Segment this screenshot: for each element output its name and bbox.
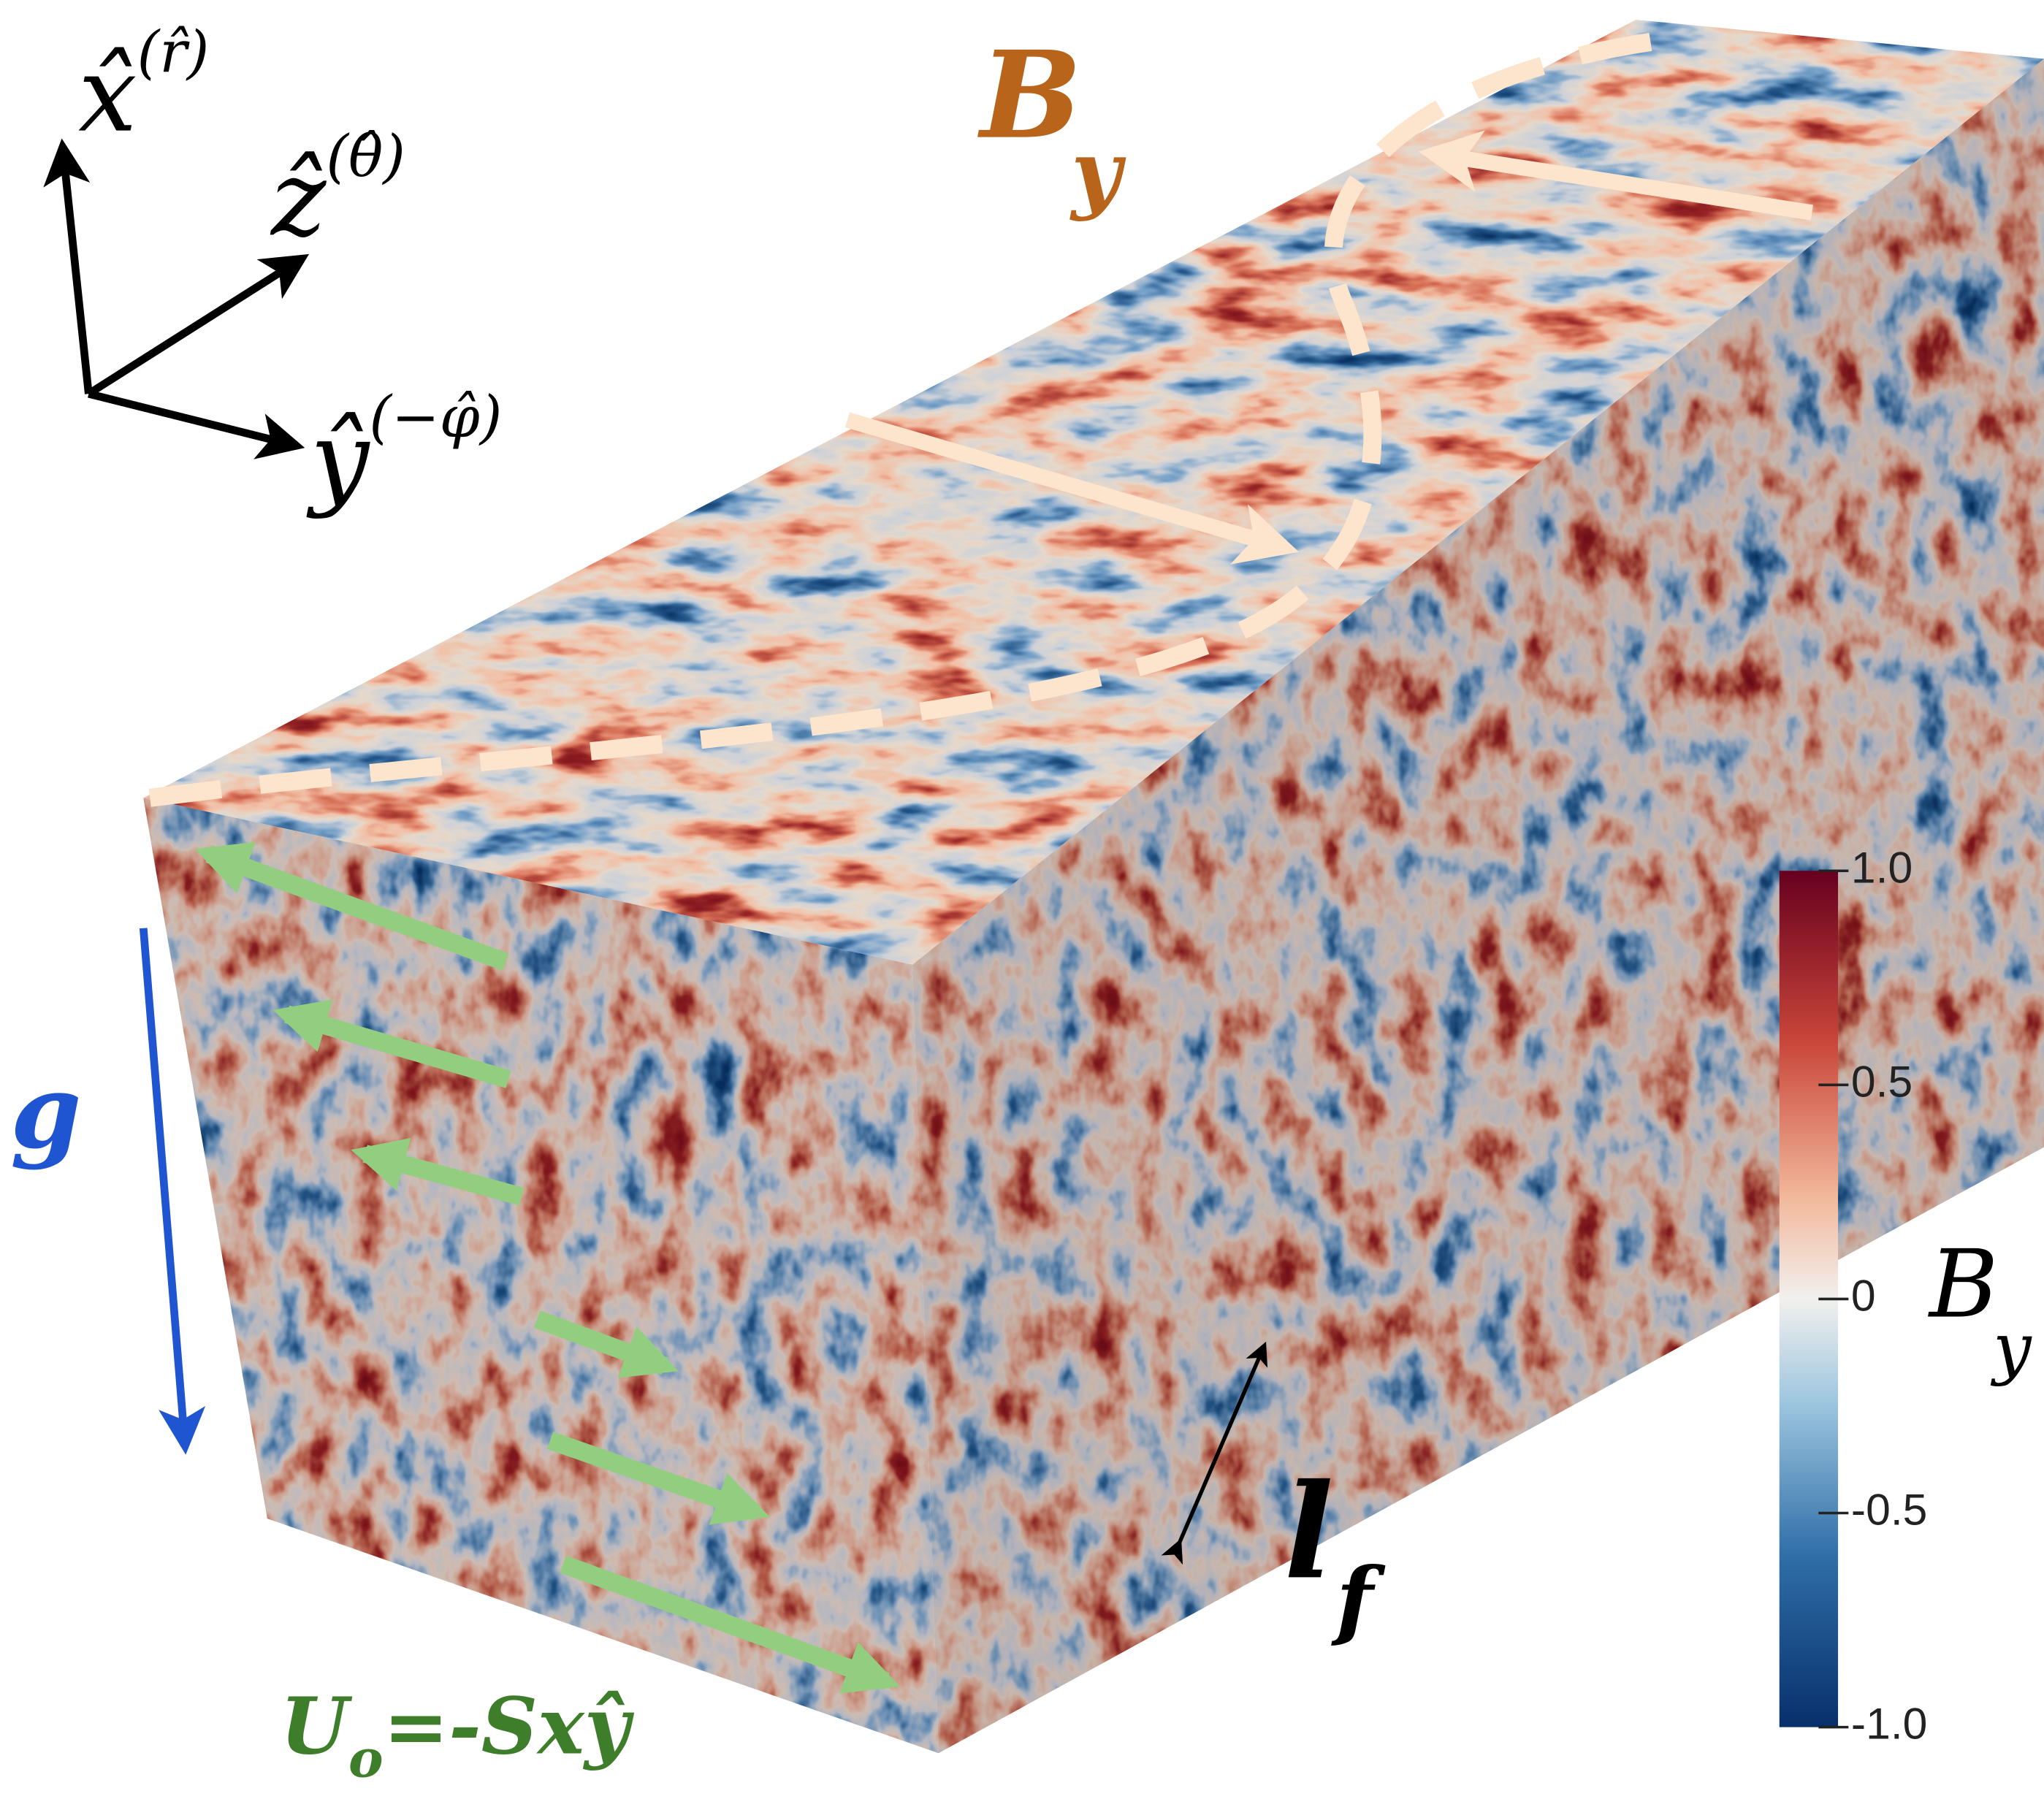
z-axis-label: ẑ(θ̂) [270,123,405,259]
colorbar-tick-label: 0.5 [1851,1056,1913,1106]
field-arrow [844,412,1300,565]
y-label: ŷ [306,398,371,520]
shear-flow-label: Uo=-Sxŷ [281,1680,635,1789]
gravity-label: g [10,1052,81,1172]
y-sup: (−φ̂) [369,383,502,451]
shear-sub: o [348,1727,384,1789]
colorbar-tick-label: -1.0 [1851,1699,1928,1749]
colorbar-tick-label: -0.5 [1851,1485,1928,1535]
forcing-base: l [1284,1455,1334,1608]
field-line [148,30,1670,807]
x-axis-label: x̂(r̂) [78,18,209,155]
z-label: ẑ [270,137,327,259]
x-sup: (r̂) [137,18,210,85]
z-sup: (θ̂) [326,123,405,190]
field-arrow [1418,130,1814,221]
shear-base: U [281,1680,353,1772]
gravity-arrow [139,928,206,1455]
top-label-sub: y [1069,121,1126,223]
colorbar-tick-label: 0 [1851,1270,1876,1320]
shear-rest: =-Sxŷ [384,1680,635,1772]
top-label-base: B [977,25,1082,166]
x-label: x̂ [78,34,137,156]
colorbar-title-sub: y [1990,1308,2032,1387]
colorbar-title-base: B [1928,1231,1998,1340]
forcing-arrow [1161,1341,1268,1565]
y-axis-label: ŷ(−φ̂) [306,383,503,520]
colorbar: 1.0 0.5 0 -0.5 -1.0 [1779,842,1928,1749]
forcing-sub: f [1331,1548,1386,1650]
shear-arrows [194,841,901,1694]
colorbar-tick-label: 1.0 [1851,842,1913,892]
axes-triad [43,138,310,459]
